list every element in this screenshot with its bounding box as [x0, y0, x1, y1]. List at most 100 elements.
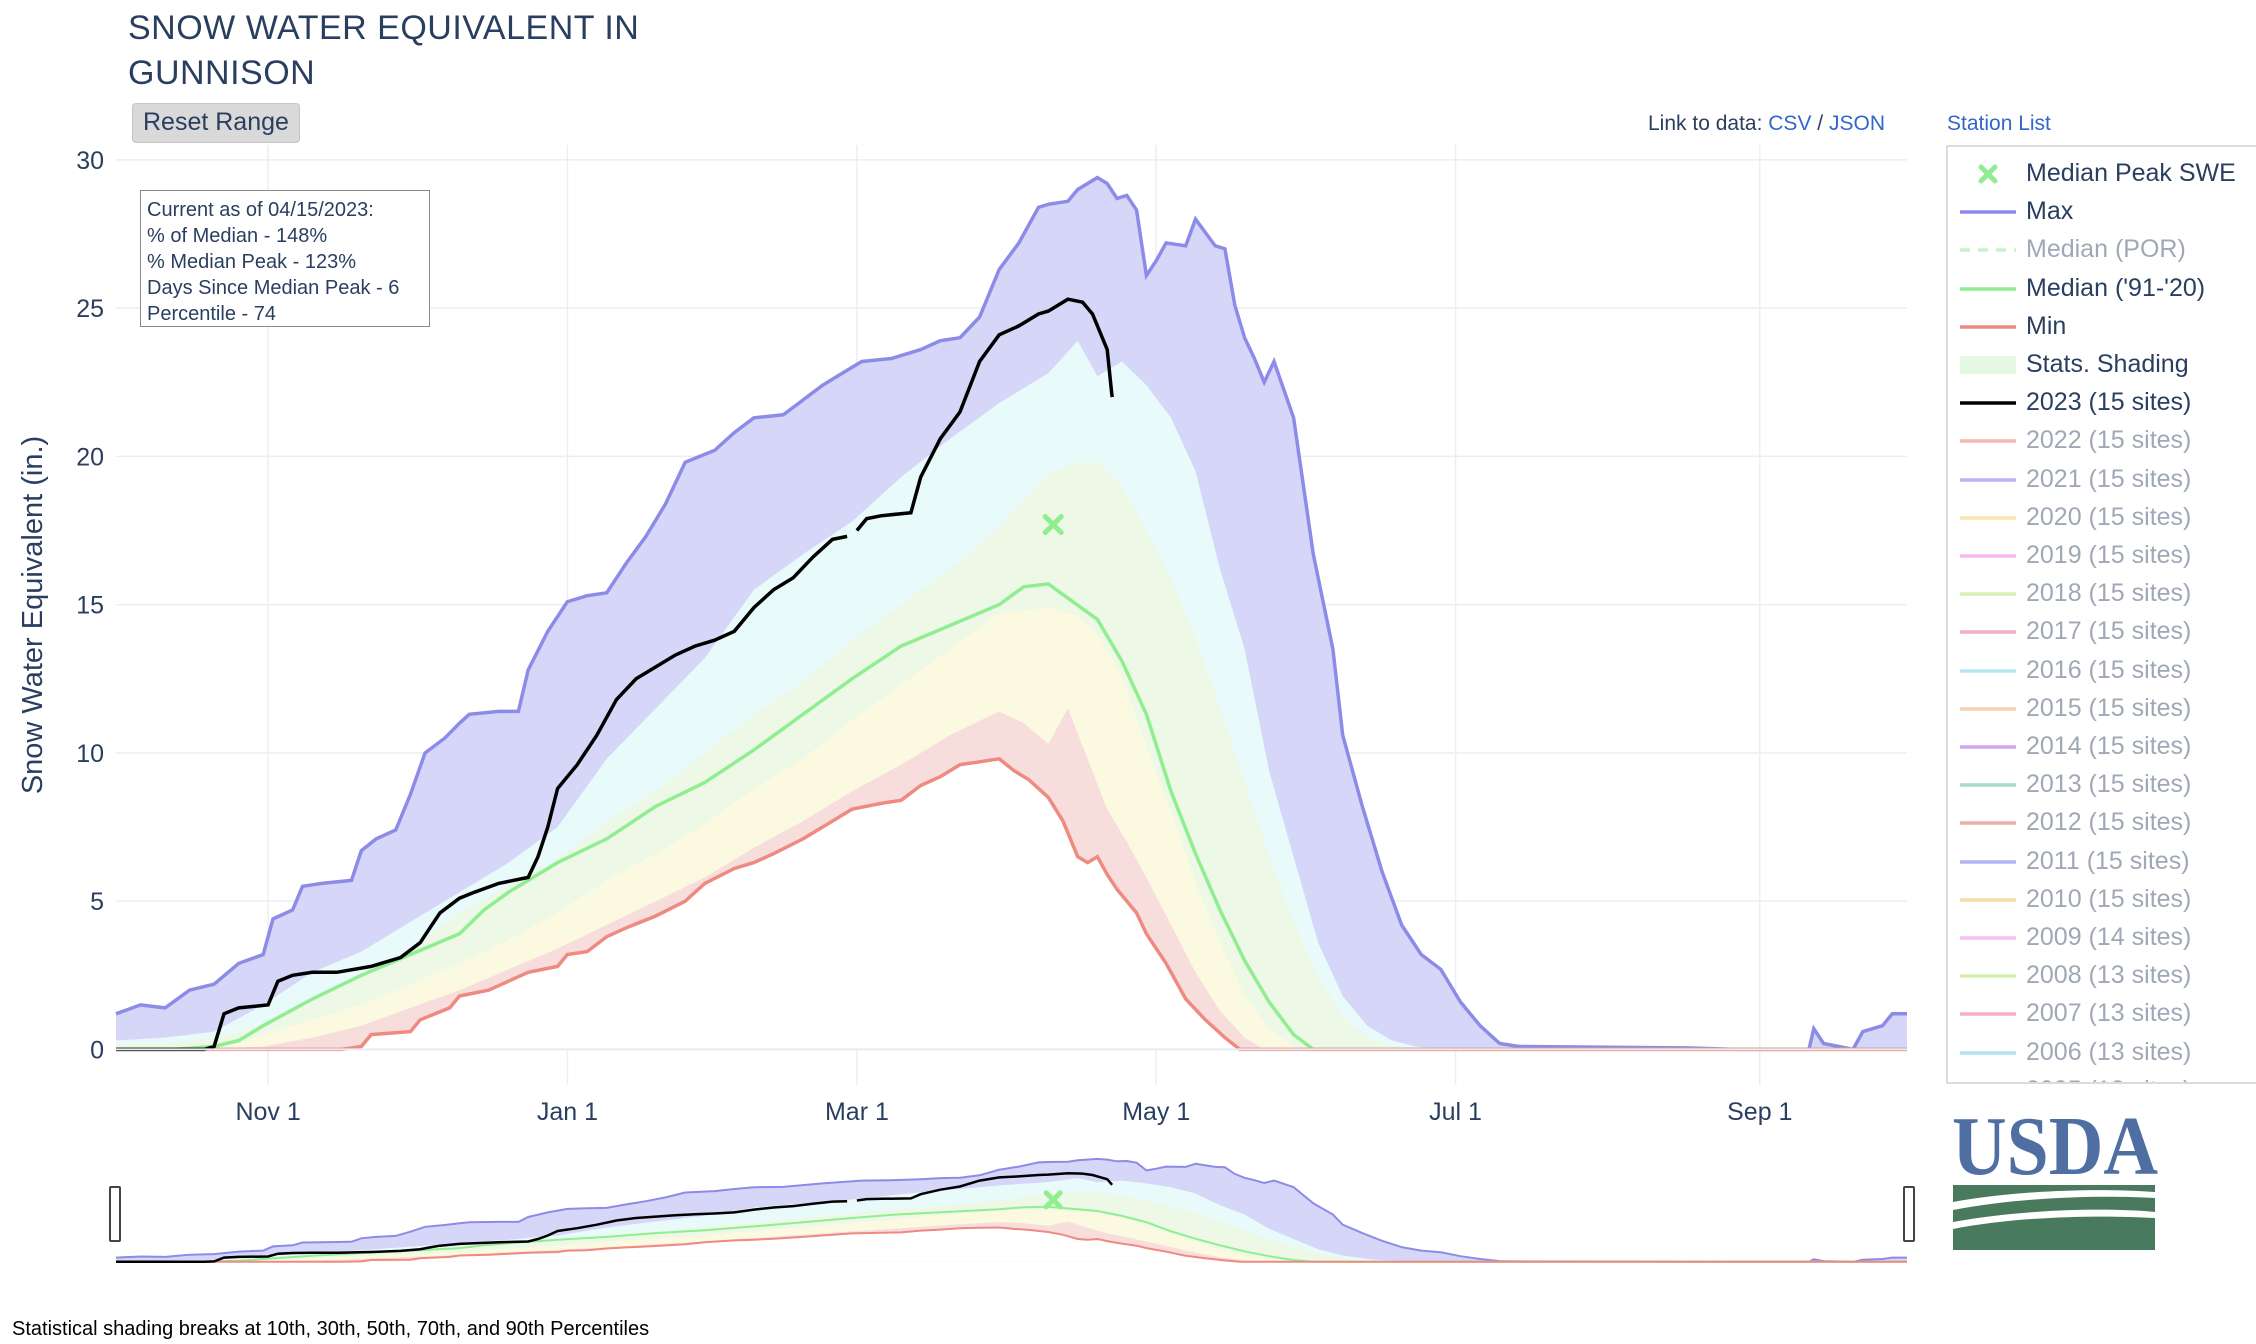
mini-current-year-line [116, 1199, 848, 1264]
legend-item[interactable]: 2010 (15 sites) [1948, 881, 2256, 919]
legend-label: 2010 (15 sites) [2026, 884, 2192, 913]
info-line: % Median Peak - 123% [147, 251, 357, 273]
legend-label: Median ('91-'20) [2026, 273, 2206, 302]
legend-item[interactable]: 2019 (15 sites) [1948, 537, 2256, 575]
legend-label: Median (POR) [2026, 235, 2186, 264]
legend-swatch [1958, 1080, 2018, 1084]
legend-item[interactable]: 2020 (15 sites) [1948, 499, 2256, 537]
legend-swatch [1960, 439, 2016, 444]
legend-label: 2017 (15 sites) [2026, 617, 2192, 646]
legend-swatch [1960, 592, 2016, 596]
range-slider-right-handle[interactable] [1903, 1186, 1915, 1242]
page-title: SNOW WATER EQUIVALENT IN GUNNISON [128, 6, 639, 96]
reset-range-button[interactable]: Reset Range [132, 103, 300, 143]
legend-item[interactable]: 2012 (15 sites) [1948, 804, 2256, 842]
legend-swatch [1960, 745, 2016, 749]
info-line: Percentile - 74 [147, 303, 276, 325]
legend-item[interactable]: 2011 (15 sites) [1948, 843, 2256, 881]
link-separator: / [1817, 112, 1824, 135]
legend-swatch [1960, 554, 2016, 558]
y-tick-label: 20 [76, 443, 104, 471]
legend-swatch [1960, 248, 2016, 253]
legend-item[interactable]: 2022 (15 sites) [1948, 422, 2256, 460]
legend-swatch [1960, 707, 2016, 711]
x-tick-labels: Nov 1 Jan 1 Mar 1 May 1 Jul 1 Sep 1 [235, 1098, 1792, 1126]
y-tick-labels: 0 5 10 15 20 25 30 [76, 147, 104, 1065]
json-link[interactable]: JSON [1828, 112, 1885, 135]
legend-item[interactable]: 2021 (15 sites) [1948, 461, 2256, 499]
legend-item[interactable]: 2014 (15 sites) [1948, 728, 2256, 766]
current-year-line [855, 297, 1114, 532]
legend-item[interactable]: Median ('91-'20) [1948, 270, 2256, 308]
y-tick-label: 10 [76, 740, 104, 768]
legend-item[interactable]: 2023 (15 sites) [1948, 384, 2256, 422]
mini-median-peak-marker [1043, 1190, 1063, 1210]
legend-item[interactable]: 2006 (13 sites) [1948, 1034, 2256, 1072]
x-tick-label: Sep 1 [1727, 1098, 1792, 1126]
mini-min-line [116, 1226, 1907, 1263]
station-list-link[interactable]: Station List [1947, 112, 2051, 135]
legend-item[interactable]: 2009 (14 sites) [1948, 919, 2256, 957]
info-line: Current as of 04/15/2023: [147, 199, 374, 221]
legend-swatch [1960, 401, 2016, 405]
legend-swatch [1960, 668, 2016, 673]
legend-label: Median Peak SWE [2026, 159, 2236, 187]
legend-label: 2007 (13 sites) [2026, 999, 2192, 1028]
footer-note: Statistical shading breaks at 10th, 30th… [12, 1318, 650, 1340]
legend-label: 2005 (13 sites) [2026, 1076, 2191, 1082]
legend-item[interactable]: Max [1948, 193, 2256, 231]
legend-label: 2013 (15 sites) [2026, 770, 2192, 799]
usda-logo: USDA [1952, 1108, 2158, 1250]
title-line-1: SNOW WATER EQUIVALENT IN [128, 9, 640, 47]
legend-swatch [1960, 477, 2016, 482]
info-line: % of Median - 148% [147, 225, 328, 247]
legend-swatch [1960, 859, 2016, 864]
legend-item[interactable]: Stats. Shading [1948, 346, 2256, 384]
legend-label: 2008 (13 sites) [2026, 961, 2192, 990]
legend-label: 2006 (13 sites) [2026, 1037, 2192, 1066]
mini-shading-bands [116, 1158, 1907, 1262]
info-line: Days Since Median Peak - 6 [147, 277, 400, 299]
legend-item[interactable]: 2017 (15 sites) [1948, 613, 2256, 651]
y-axis-title: Snow Water Equivalent (in.) [17, 436, 49, 794]
legend-swatch [1960, 210, 2016, 214]
range-slider-left-handle[interactable] [109, 1186, 121, 1242]
mini-min-band [116, 1227, 1907, 1262]
legend-item[interactable]: Median (POR) [1948, 231, 2256, 269]
legend-swatch [1960, 898, 2016, 902]
legend-label: 2018 (15 sites) [2026, 579, 2192, 608]
current-year-line [116, 534, 848, 1052]
legend-label: 2016 (15 sites) [2026, 655, 2192, 684]
legend-item[interactable]: 2015 (15 sites) [1948, 690, 2256, 728]
legend-swatch [1960, 630, 2016, 635]
legend-swatch [1960, 286, 2016, 291]
legend-item[interactable]: 2007 (13 sites) [1948, 995, 2256, 1033]
series-lines [115, 175, 1907, 1052]
legend-swatch [1978, 164, 1998, 184]
legend-swatch [1960, 783, 2016, 787]
y-tick-label: 30 [76, 147, 104, 175]
legend-item[interactable]: 2013 (15 sites) [1948, 766, 2256, 804]
usda-logo-text: USDA [1952, 1108, 2158, 1193]
legend-swatch [1960, 1012, 2016, 1017]
y-tick-label: 15 [76, 592, 104, 620]
legend-label: 2020 (15 sites) [2026, 502, 2192, 531]
legend-label: 2015 (15 sites) [2026, 693, 2192, 722]
legend-swatch [1960, 516, 2016, 520]
legend-label: Max [2026, 197, 2074, 226]
legend-item[interactable]: 2008 (13 sites) [1948, 957, 2256, 995]
chart-legend: Median Peak SWE Max Median (POR) Median ('9… [1946, 145, 2256, 1084]
csv-link[interactable]: CSV [1768, 112, 1812, 135]
legend-item[interactable]: 2005 (13 sites) [1948, 1072, 2256, 1084]
legend-label: 2021 (15 sites) [2026, 464, 2192, 493]
legend-label: 2022 (15 sites) [2026, 426, 2192, 455]
legend-swatch [1960, 936, 2016, 940]
legend-swatch [1960, 325, 2016, 329]
legend-item[interactable]: 2018 (15 sites) [1948, 575, 2256, 613]
legend-item[interactable]: 2016 (15 sites) [1948, 652, 2256, 690]
legend-item[interactable]: Median Peak SWE [1948, 155, 2256, 193]
x-tick-label: Nov 1 [235, 1098, 300, 1126]
legend-item[interactable]: Min [1948, 308, 2256, 346]
x-tick-label: Jul 1 [1429, 1098, 1482, 1126]
